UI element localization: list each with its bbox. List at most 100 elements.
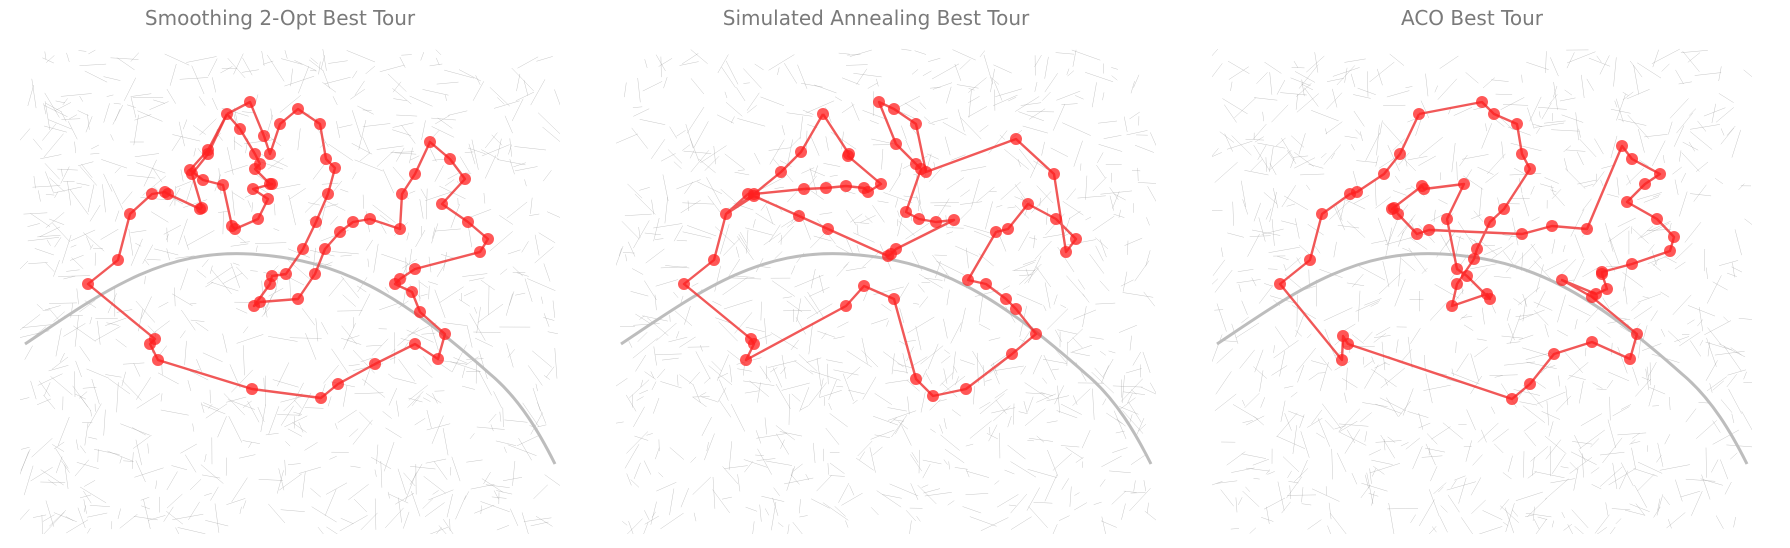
street-segment xyxy=(1074,492,1080,496)
street-segment xyxy=(1439,515,1448,533)
street-segment xyxy=(1295,94,1298,110)
street-segment xyxy=(1085,175,1088,200)
street-segment xyxy=(1360,484,1371,499)
street-segment xyxy=(810,370,841,381)
street-segment xyxy=(723,299,753,310)
street-segment xyxy=(920,391,926,413)
tour-stop-marker xyxy=(873,96,885,108)
street-segment xyxy=(883,192,913,203)
street-segment xyxy=(1327,525,1331,534)
street-segment xyxy=(60,166,70,184)
street-segment xyxy=(127,174,156,179)
street-segment xyxy=(1247,233,1260,257)
street-segment xyxy=(77,507,86,529)
street-segment xyxy=(41,515,43,534)
street-segment xyxy=(66,269,80,272)
street-segment xyxy=(1034,240,1052,260)
street-segment xyxy=(917,284,925,293)
street-segment xyxy=(1224,104,1237,123)
street-segment xyxy=(453,357,468,364)
tour-stop-marker xyxy=(795,146,807,158)
street-segment xyxy=(1239,349,1255,369)
street-segment xyxy=(172,134,201,142)
tour-stop-marker xyxy=(1416,180,1428,192)
tour-panel-2opt: Smoothing 2-Opt Best Tour xyxy=(0,0,560,548)
street-segment xyxy=(1301,503,1312,506)
street-segment xyxy=(94,326,121,342)
street-segment xyxy=(745,227,773,236)
street-segment xyxy=(79,300,96,313)
street-segment xyxy=(63,323,86,337)
street-segment xyxy=(55,456,63,474)
street-segment xyxy=(735,246,740,258)
street-segment xyxy=(1731,413,1735,424)
street-segment xyxy=(644,280,657,301)
street-segment xyxy=(994,388,1008,399)
street-segment xyxy=(1660,328,1666,337)
street-segment xyxy=(639,187,650,191)
street-segment xyxy=(898,95,921,108)
street-segment xyxy=(278,468,285,491)
street-segment xyxy=(1521,194,1530,217)
street-segment xyxy=(42,514,55,522)
tour-stop-marker xyxy=(910,118,922,130)
street-segment xyxy=(777,522,784,527)
street-segment xyxy=(1607,226,1630,243)
street-segment xyxy=(240,241,250,243)
street-segment xyxy=(737,169,745,171)
street-segment xyxy=(36,398,52,406)
street-segment xyxy=(1268,246,1300,253)
street-segment xyxy=(1214,393,1237,411)
tour-stop-marker xyxy=(274,118,286,130)
street-segment xyxy=(691,282,699,287)
street-segment xyxy=(374,469,377,477)
street-segment xyxy=(1508,229,1517,241)
street-segment xyxy=(1630,441,1641,444)
street-segment xyxy=(772,497,779,516)
street-segment xyxy=(954,467,968,470)
street-segment xyxy=(1353,94,1371,99)
street-segment xyxy=(1244,170,1269,176)
street-segment xyxy=(1133,480,1136,492)
street-segment xyxy=(45,102,62,112)
street-segment xyxy=(944,136,951,156)
street-segment xyxy=(836,263,848,277)
street-segment xyxy=(960,166,987,172)
street-segment xyxy=(841,77,860,85)
street-segment xyxy=(1534,471,1565,479)
street-segment xyxy=(616,378,628,387)
street-segment xyxy=(701,416,712,437)
street-segment xyxy=(1351,334,1364,344)
street-segment xyxy=(154,248,179,256)
street-segment xyxy=(79,346,91,362)
street-segment xyxy=(719,224,730,255)
street-segment xyxy=(268,503,286,524)
tour-stop-marker xyxy=(439,328,451,340)
street-segment xyxy=(1227,60,1250,74)
street-segment xyxy=(1004,149,1030,170)
street-segment xyxy=(322,49,327,71)
street-segment xyxy=(497,159,526,166)
street-segment xyxy=(1371,240,1388,244)
street-segment xyxy=(1111,75,1118,81)
street-segment xyxy=(1061,103,1078,106)
street-segment xyxy=(905,221,931,240)
street-segment xyxy=(1131,169,1141,172)
street-segment xyxy=(298,466,321,474)
street-segment xyxy=(696,181,723,195)
street-segment xyxy=(1220,247,1224,258)
street-segment xyxy=(1647,256,1667,264)
street-segment xyxy=(540,296,544,304)
tour-stop-marker xyxy=(960,383,972,395)
street-segment xyxy=(1574,234,1584,258)
street-segment xyxy=(188,501,200,521)
street-segment xyxy=(1311,409,1323,425)
street-segment xyxy=(759,365,772,383)
street-segment xyxy=(40,481,66,483)
tour-stop-marker xyxy=(1413,108,1425,120)
street-segment xyxy=(1033,160,1048,170)
street-segment xyxy=(853,73,882,78)
tour-stop-marker xyxy=(409,338,421,350)
street-segment xyxy=(946,177,965,190)
street-segment xyxy=(287,463,301,466)
